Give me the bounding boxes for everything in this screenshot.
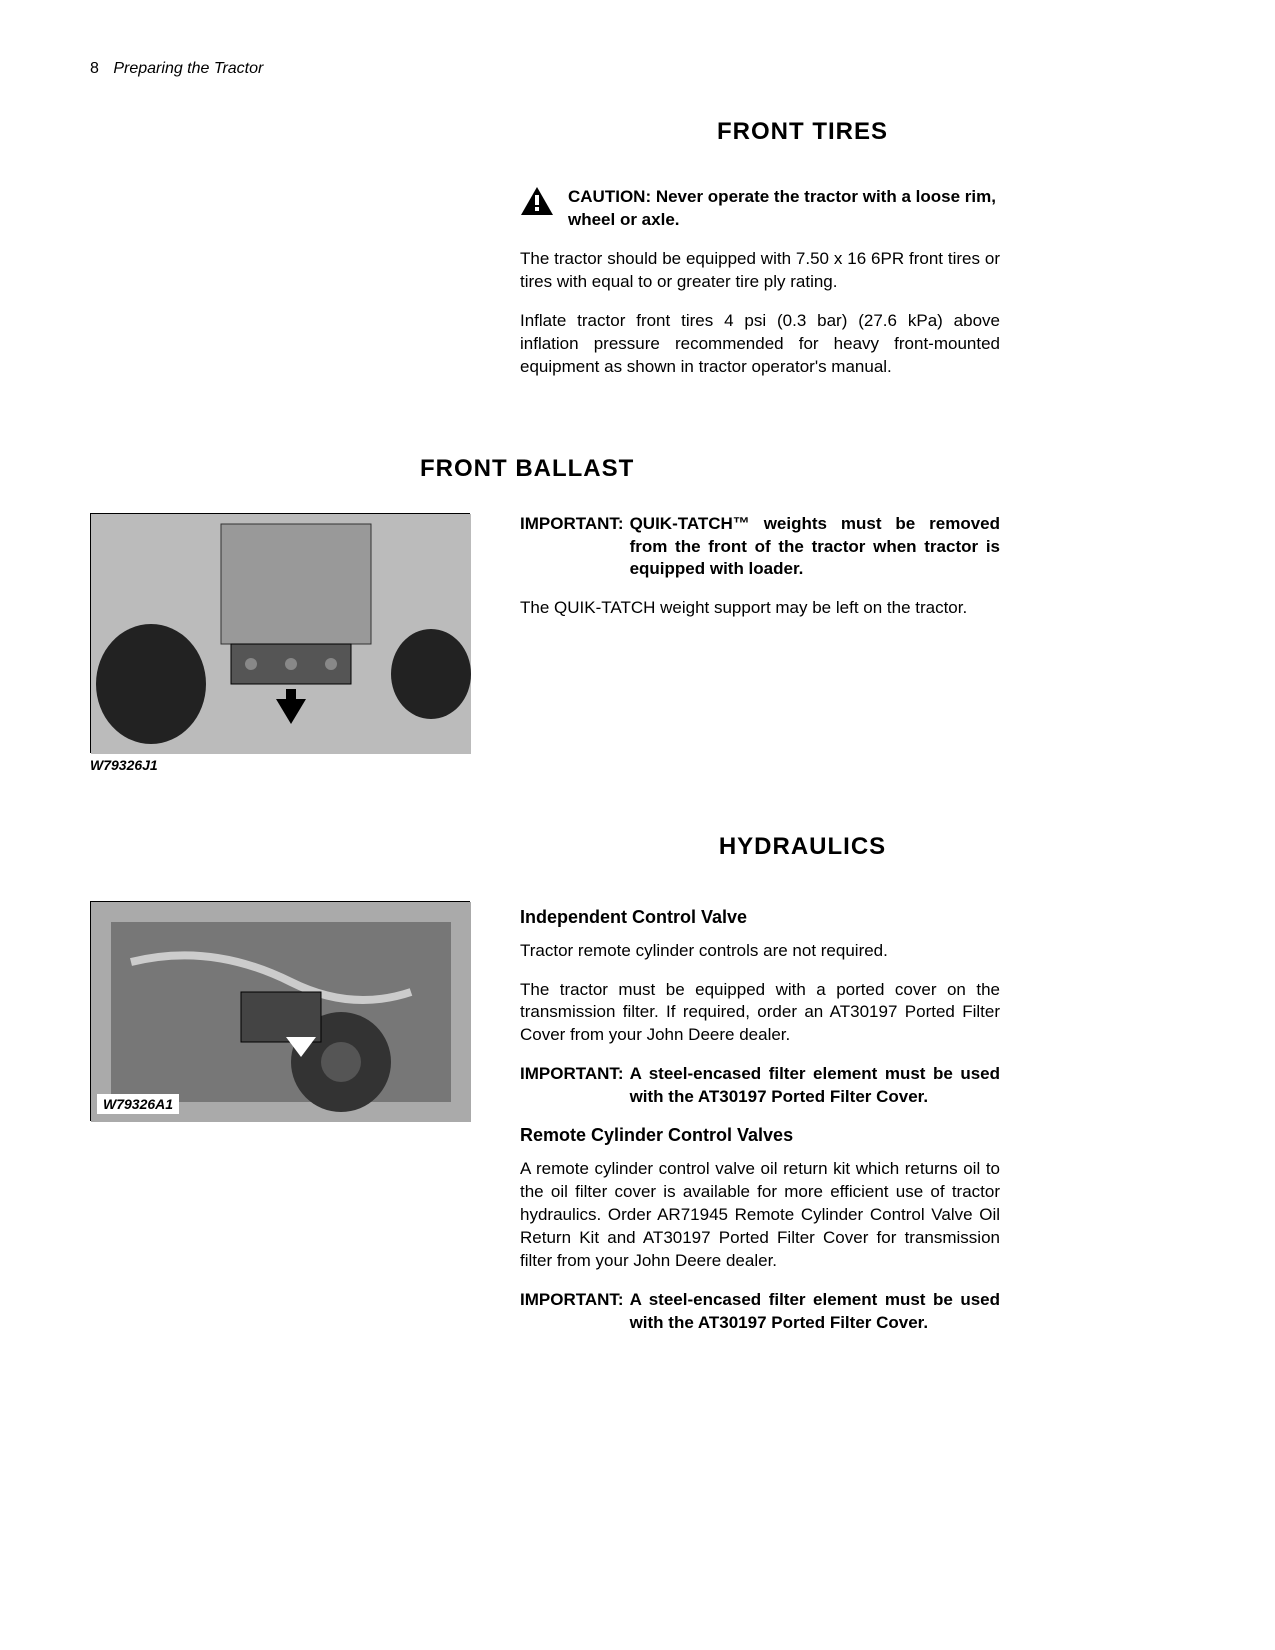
figure-front-ballast xyxy=(90,513,470,753)
figure-ref-ballast: W79326J1 xyxy=(90,757,480,773)
ballast-important: IMPORTANT: QUIK-TATCH™ weights must be r… xyxy=(520,513,1000,582)
front-tires-para2: Inflate tractor front tires 4 psi (0.3 b… xyxy=(520,310,1000,379)
header-section-title: Preparing the Tractor xyxy=(113,60,263,77)
heading-front-ballast: FRONT BALLAST xyxy=(420,455,1185,483)
hyd-sub2-important: IMPORTANT: A steel-encased filter elemen… xyxy=(520,1289,1000,1335)
important-label: IMPORTANT: xyxy=(520,1289,624,1335)
ballast-para1: The QUIK-TATCH weight support may be lef… xyxy=(520,597,1000,620)
caution-block: CAUTION: Never operate the tractor with … xyxy=(520,186,1000,232)
important-text: A steel-encased filter element must be u… xyxy=(630,1289,1000,1335)
section-hydraulics: HYDRAULICS W79326A1 Independent Control … xyxy=(90,833,1185,1351)
page-number: 8 xyxy=(90,60,99,77)
hyd-sub1-important: IMPORTANT: A steel-encased filter elemen… xyxy=(520,1063,1000,1109)
figure-hydraulics: W79326A1 xyxy=(90,901,470,1121)
important-label: IMPORTANT: xyxy=(520,513,624,582)
important-text: QUIK-TATCH™ weights must be removed from… xyxy=(630,513,1000,582)
important-label: IMPORTANT: xyxy=(520,1063,624,1109)
figure-ref-hydraulics: W79326A1 xyxy=(97,1094,179,1114)
heading-front-tires: FRONT TIRES xyxy=(420,118,1185,146)
page-header: 8 Preparing the Tractor xyxy=(90,60,1185,78)
subheading-independent-valve: Independent Control Valve xyxy=(520,907,1000,928)
hyd-sub1-para1: Tractor remote cylinder controls are not… xyxy=(520,940,1000,963)
heading-hydraulics: HYDRAULICS xyxy=(420,833,1185,861)
subheading-remote-valves: Remote Cylinder Control Valves xyxy=(520,1125,1000,1146)
hyd-sub2-para1: A remote cylinder control valve oil retu… xyxy=(520,1158,1000,1273)
important-text: A steel-encased filter element must be u… xyxy=(630,1063,1000,1109)
front-tires-para1: The tractor should be equipped with 7.50… xyxy=(520,248,1000,294)
hyd-sub1-para2: The tractor must be equipped with a port… xyxy=(520,979,1000,1048)
warning-icon xyxy=(520,186,554,216)
section-front-tires: FRONT TIRES CAUTION: Never operate the t… xyxy=(90,118,1185,395)
caution-text: CAUTION: Never operate the tractor with … xyxy=(568,186,1000,232)
section-front-ballast: FRONT BALLAST W79326J1 xyxy=(90,455,1185,773)
